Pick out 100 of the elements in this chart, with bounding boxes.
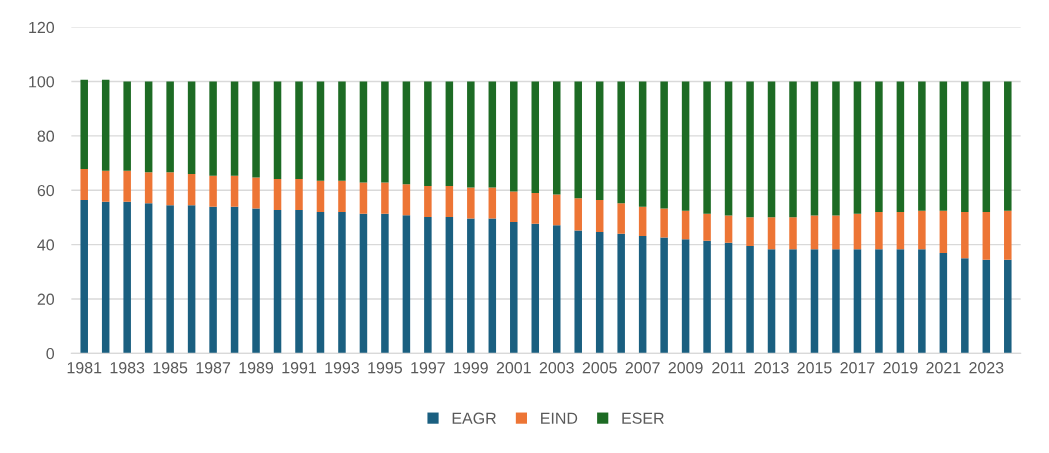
- bar: [295, 210, 303, 354]
- bar: [810, 81, 819, 216]
- bar: [832, 215, 840, 250]
- bar: [230, 206, 239, 354]
- bar: [681, 210, 690, 240]
- bar: [789, 217, 797, 250]
- bar: [789, 81, 797, 218]
- x-tick-label: 2003: [539, 362, 574, 374]
- bar: [338, 180, 346, 212]
- bar: [918, 210, 926, 250]
- bar: [144, 203, 153, 354]
- x-tick-label: 1993: [325, 362, 360, 374]
- bar: [724, 215, 733, 243]
- bar: [101, 201, 110, 354]
- bar: [80, 200, 88, 354]
- x-tick-label: 2005: [582, 362, 617, 374]
- y-tick-label: 120: [29, 21, 55, 34]
- bar: [595, 232, 604, 354]
- bar: [703, 213, 711, 241]
- bar: [187, 173, 196, 206]
- bar: [80, 169, 88, 201]
- y-tick-label: 60: [37, 184, 55, 197]
- bar: [316, 212, 325, 354]
- bar: [552, 225, 561, 354]
- bar: [681, 239, 690, 354]
- x-tick-label: 2017: [840, 362, 875, 374]
- bar: [832, 81, 840, 216]
- bar: [467, 81, 475, 188]
- bar: [961, 212, 969, 259]
- bar: [896, 249, 905, 354]
- bar: [939, 81, 948, 211]
- y-tick-label: 20: [37, 293, 55, 305]
- bar: [316, 180, 325, 212]
- bar: [918, 81, 926, 211]
- bar: [187, 81, 196, 174]
- bar: [746, 81, 754, 218]
- legend-label: EAGR: [452, 412, 496, 424]
- bar: [510, 222, 518, 354]
- bar: [853, 81, 862, 214]
- legend-label: EIND: [541, 412, 578, 424]
- bar: [252, 81, 260, 178]
- bar: [638, 206, 647, 236]
- bar: [531, 192, 540, 224]
- bar: [381, 213, 389, 354]
- x-tick-label: 2001: [496, 362, 531, 374]
- x-tick-label: 2015: [797, 362, 832, 374]
- bar: [552, 81, 561, 195]
- bar: [810, 249, 819, 354]
- x-tick-label: 2023: [969, 362, 1004, 374]
- bar: [445, 185, 454, 217]
- bar: [531, 223, 540, 354]
- bar: [381, 182, 389, 214]
- bar: [982, 81, 991, 212]
- x-tick-label: 1995: [368, 362, 403, 374]
- bar: [832, 249, 840, 354]
- bar: [982, 212, 991, 260]
- bar: [982, 259, 991, 354]
- bar: [295, 179, 303, 211]
- bar: [617, 203, 625, 234]
- bar: [574, 198, 582, 231]
- bar: [381, 81, 389, 183]
- bar: [273, 210, 282, 354]
- bar: [166, 81, 174, 173]
- x-tick-label: 2019: [883, 362, 918, 374]
- bar: [359, 213, 368, 354]
- bar: [424, 216, 432, 354]
- bar: [467, 218, 475, 354]
- bar: [402, 184, 411, 216]
- x-tick-label: 1985: [153, 362, 188, 374]
- bar: [123, 81, 131, 171]
- bar: [638, 235, 647, 354]
- bar: [746, 245, 754, 354]
- bar: [1004, 210, 1012, 260]
- bar: [1004, 81, 1012, 211]
- bar: [488, 187, 497, 219]
- bar: [209, 206, 217, 354]
- bar: [531, 81, 540, 193]
- bar: [724, 81, 733, 216]
- bar: [402, 215, 411, 354]
- bar: [338, 81, 346, 181]
- bar: [123, 201, 131, 354]
- x-tick-label: 2009: [668, 362, 703, 374]
- bar: [767, 249, 776, 354]
- bar: [961, 81, 969, 212]
- bar: [80, 79, 88, 170]
- x-tick-label: 1997: [411, 362, 445, 374]
- bar: [467, 187, 475, 219]
- bar: [574, 230, 582, 354]
- bar: [209, 81, 217, 176]
- bar: [488, 81, 497, 188]
- bar: [574, 81, 582, 199]
- bar: [252, 208, 260, 354]
- bar: [101, 79, 110, 171]
- y-tick-label: 40: [37, 239, 55, 251]
- bar: [166, 172, 174, 206]
- bar: [144, 172, 153, 204]
- bar: [144, 81, 153, 173]
- bar: [273, 81, 282, 180]
- bar: [939, 210, 948, 254]
- bar: [875, 212, 883, 250]
